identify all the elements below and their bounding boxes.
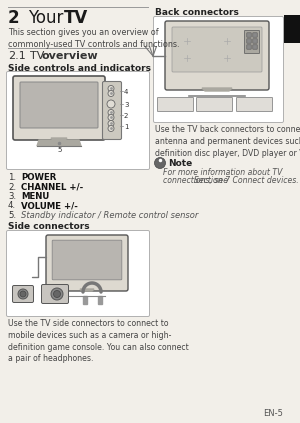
Text: This section gives you an overview of
commonly-used TV controls and functions.: This section gives you an overview of co… bbox=[8, 28, 179, 49]
Text: 5: 5 bbox=[57, 147, 61, 153]
Text: 2.1: 2.1 bbox=[8, 51, 26, 61]
FancyBboxPatch shape bbox=[13, 76, 105, 140]
FancyBboxPatch shape bbox=[172, 27, 262, 72]
Text: EN: EN bbox=[287, 23, 296, 35]
Text: 2.: 2. bbox=[8, 182, 16, 192]
Text: 3.: 3. bbox=[8, 192, 16, 201]
Circle shape bbox=[154, 157, 166, 168]
Text: 4.: 4. bbox=[8, 201, 16, 211]
Text: overview: overview bbox=[41, 51, 98, 61]
Circle shape bbox=[107, 100, 115, 108]
Circle shape bbox=[53, 291, 61, 297]
Text: 2: 2 bbox=[124, 113, 128, 119]
FancyBboxPatch shape bbox=[103, 82, 122, 140]
Text: CHANNEL +/-: CHANNEL +/- bbox=[21, 182, 83, 192]
FancyBboxPatch shape bbox=[154, 16, 284, 123]
Circle shape bbox=[108, 85, 114, 91]
FancyBboxPatch shape bbox=[13, 286, 34, 302]
Polygon shape bbox=[80, 289, 94, 291]
FancyBboxPatch shape bbox=[253, 45, 257, 49]
FancyBboxPatch shape bbox=[7, 71, 149, 170]
Polygon shape bbox=[202, 88, 232, 91]
Text: connections, see: connections, see bbox=[163, 176, 230, 185]
Text: TV: TV bbox=[30, 51, 48, 61]
FancyBboxPatch shape bbox=[247, 45, 251, 49]
FancyBboxPatch shape bbox=[52, 240, 122, 280]
Bar bbox=[284, 15, 300, 43]
FancyBboxPatch shape bbox=[196, 97, 232, 112]
FancyBboxPatch shape bbox=[7, 231, 149, 316]
Circle shape bbox=[108, 91, 114, 96]
Circle shape bbox=[51, 288, 63, 300]
FancyBboxPatch shape bbox=[247, 33, 251, 37]
Text: For more information about TV: For more information about TV bbox=[163, 168, 282, 177]
FancyBboxPatch shape bbox=[20, 82, 98, 128]
Text: Standby indicator / Remote control sensor: Standby indicator / Remote control senso… bbox=[21, 211, 198, 220]
Text: 1.: 1. bbox=[8, 173, 16, 182]
Circle shape bbox=[18, 289, 28, 299]
Polygon shape bbox=[51, 138, 67, 140]
Circle shape bbox=[108, 121, 114, 126]
FancyBboxPatch shape bbox=[253, 33, 257, 37]
FancyBboxPatch shape bbox=[244, 30, 260, 53]
Circle shape bbox=[108, 126, 114, 132]
Text: EN-5: EN-5 bbox=[263, 409, 283, 418]
Text: VIDEO: VIDEO bbox=[239, 99, 254, 104]
FancyBboxPatch shape bbox=[41, 285, 68, 303]
Polygon shape bbox=[82, 296, 86, 304]
Text: Note: Note bbox=[168, 159, 192, 168]
Text: TV: TV bbox=[64, 9, 88, 27]
Text: 3: 3 bbox=[124, 102, 128, 108]
Text: Back connectors: Back connectors bbox=[155, 8, 239, 17]
FancyBboxPatch shape bbox=[158, 97, 194, 112]
FancyBboxPatch shape bbox=[247, 39, 251, 43]
Text: 4: 4 bbox=[124, 89, 128, 95]
Text: CVI AV IN
AV OUT: CVI AV IN AV OUT bbox=[199, 99, 222, 111]
Text: Side controls and indicators: Side controls and indicators bbox=[8, 64, 151, 73]
Polygon shape bbox=[98, 296, 101, 304]
Text: Your: Your bbox=[28, 9, 69, 27]
Text: Side connectors: Side connectors bbox=[8, 222, 90, 231]
FancyBboxPatch shape bbox=[46, 235, 128, 291]
Circle shape bbox=[20, 291, 26, 297]
FancyBboxPatch shape bbox=[165, 21, 269, 90]
Text: 2: 2 bbox=[8, 9, 20, 27]
FancyBboxPatch shape bbox=[253, 39, 257, 43]
Text: Use the TV side connectors to connect to
mobile devices such as a camera or high: Use the TV side connectors to connect to… bbox=[8, 319, 189, 363]
Polygon shape bbox=[37, 140, 81, 146]
Text: Section 7 Connect devices.: Section 7 Connect devices. bbox=[194, 176, 299, 185]
Text: MENU: MENU bbox=[21, 192, 49, 201]
Circle shape bbox=[108, 115, 114, 121]
Text: 5.: 5. bbox=[8, 211, 16, 220]
Circle shape bbox=[108, 110, 114, 115]
FancyBboxPatch shape bbox=[236, 97, 272, 112]
Text: 1: 1 bbox=[124, 124, 128, 130]
Text: VOLUME +/-: VOLUME +/- bbox=[21, 201, 78, 211]
Text: HDMI 3
HDMI 2: HDMI 3 HDMI 2 bbox=[160, 99, 178, 111]
Text: Use the TV back connectors to connect to the
antenna and permanent devices such : Use the TV back connectors to connect to… bbox=[155, 125, 300, 158]
Text: POWER: POWER bbox=[21, 173, 56, 182]
